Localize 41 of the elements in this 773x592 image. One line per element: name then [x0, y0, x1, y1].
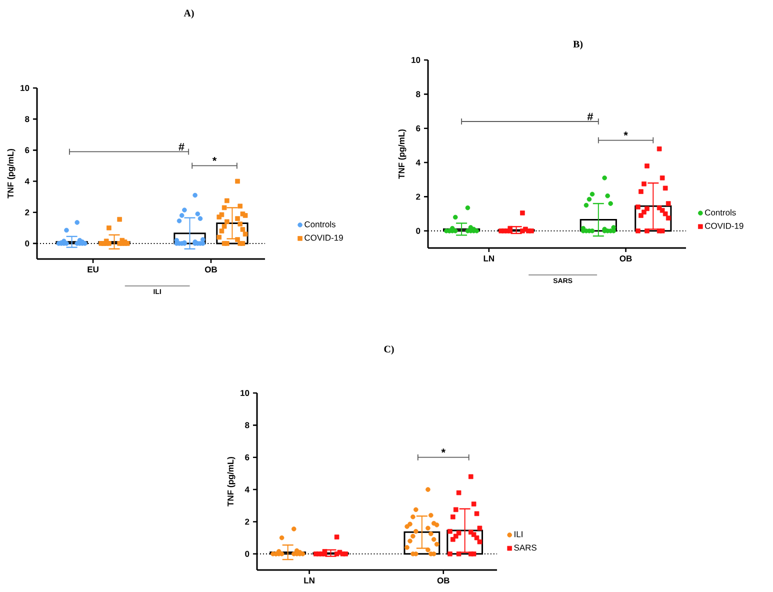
y-tick-label: 10: [412, 56, 420, 63]
x-tick-label: OB: [437, 578, 450, 584]
y-tick-label: 0: [25, 240, 30, 246]
chart-title: A): [184, 9, 194, 19]
x-tick-label: LN: [484, 256, 494, 262]
y-tick-label: 6: [416, 125, 420, 132]
legend-label: COVID-19: [705, 222, 744, 229]
legend-label: Controls: [705, 209, 736, 216]
chart-title: B): [573, 40, 583, 50]
legend-label: Controls: [304, 221, 336, 228]
chart-title: C): [384, 345, 394, 355]
y-tick-label: 8: [245, 422, 250, 428]
y-tick-label: 8: [25, 116, 30, 122]
y-tick-label: 10: [240, 390, 250, 396]
y-tick-label: 0: [245, 550, 250, 557]
x-tick-label: OB: [620, 256, 632, 262]
legend-label: COVID-19: [304, 234, 343, 241]
y-tick-label: 4: [24, 178, 30, 184]
y-tick-label: 0: [416, 228, 420, 234]
y-tick-label: 4: [244, 486, 250, 492]
y-tick-label: 2: [25, 209, 30, 216]
annotation: #: [587, 112, 594, 120]
y-tick-label: 2: [416, 194, 420, 200]
legend-label: SARS: [514, 544, 536, 551]
annotation: *: [624, 132, 628, 136]
y-tick-label: 6: [245, 454, 250, 460]
annotation: *: [212, 156, 217, 162]
y-tick-label: 4: [416, 160, 420, 166]
legend-label: ILI: [514, 531, 522, 538]
x-tick-label: OB: [204, 266, 217, 272]
annotation: *: [441, 448, 446, 453]
y-tick-label: 8: [416, 91, 420, 98]
y-axis-title: TNF (pg/mL): [7, 148, 16, 198]
y-axis-title: TNF (pg/mL): [398, 129, 406, 179]
x-tick-label: LN: [304, 578, 314, 584]
y-axis-title: TNF (pg/mL): [227, 456, 236, 506]
y-tick-label: 6: [25, 147, 30, 154]
y-tick-label: 10: [20, 84, 30, 91]
y-tick-label: 2: [245, 518, 250, 525]
annotation: #: [178, 143, 184, 151]
x-tick-label: EU: [88, 266, 98, 272]
